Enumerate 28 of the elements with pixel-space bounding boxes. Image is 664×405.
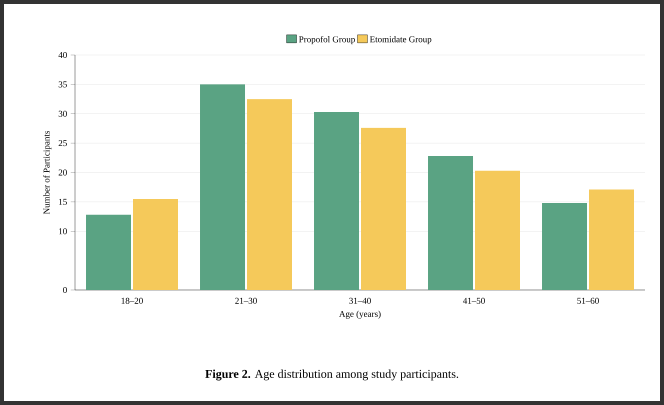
x-tick-label: 51–60 <box>577 298 599 304</box>
legend-label: Etomidate Group <box>370 36 432 44</box>
y-tick-label: 25 <box>58 140 67 146</box>
bar <box>589 190 634 290</box>
bar <box>542 203 588 290</box>
x-axis-title: Age (years) <box>339 310 381 319</box>
y-axis-title: Number of Participants <box>43 130 52 214</box>
y-tick-label: 35 <box>58 81 67 88</box>
bar <box>314 112 360 290</box>
x-tick-label: 18–20 <box>122 298 143 304</box>
text: Figure 2. Age distribution among study participants. <box>205 370 458 380</box>
bar <box>428 156 474 290</box>
bar <box>361 128 406 290</box>
x-tick-label: 31–40 <box>349 298 371 304</box>
y-tick-label: 10 <box>59 228 67 234</box>
x-tick-label: 21–30 <box>235 298 257 304</box>
bar <box>247 99 292 290</box>
y-tick-label: 40 <box>58 52 67 58</box>
bar <box>133 198 178 290</box>
bar <box>475 170 520 290</box>
y-tick-label: 0 <box>63 286 67 294</box>
legend-label: Propofol Group <box>299 36 355 44</box>
bar <box>86 214 132 290</box>
y-tick-label: 15 <box>59 198 67 205</box>
bar <box>200 84 246 290</box>
y-tick-label: 30 <box>58 110 67 117</box>
y-tick-label: 20 <box>58 169 67 176</box>
x-tick-label: 41–50 <box>462 298 485 304</box>
